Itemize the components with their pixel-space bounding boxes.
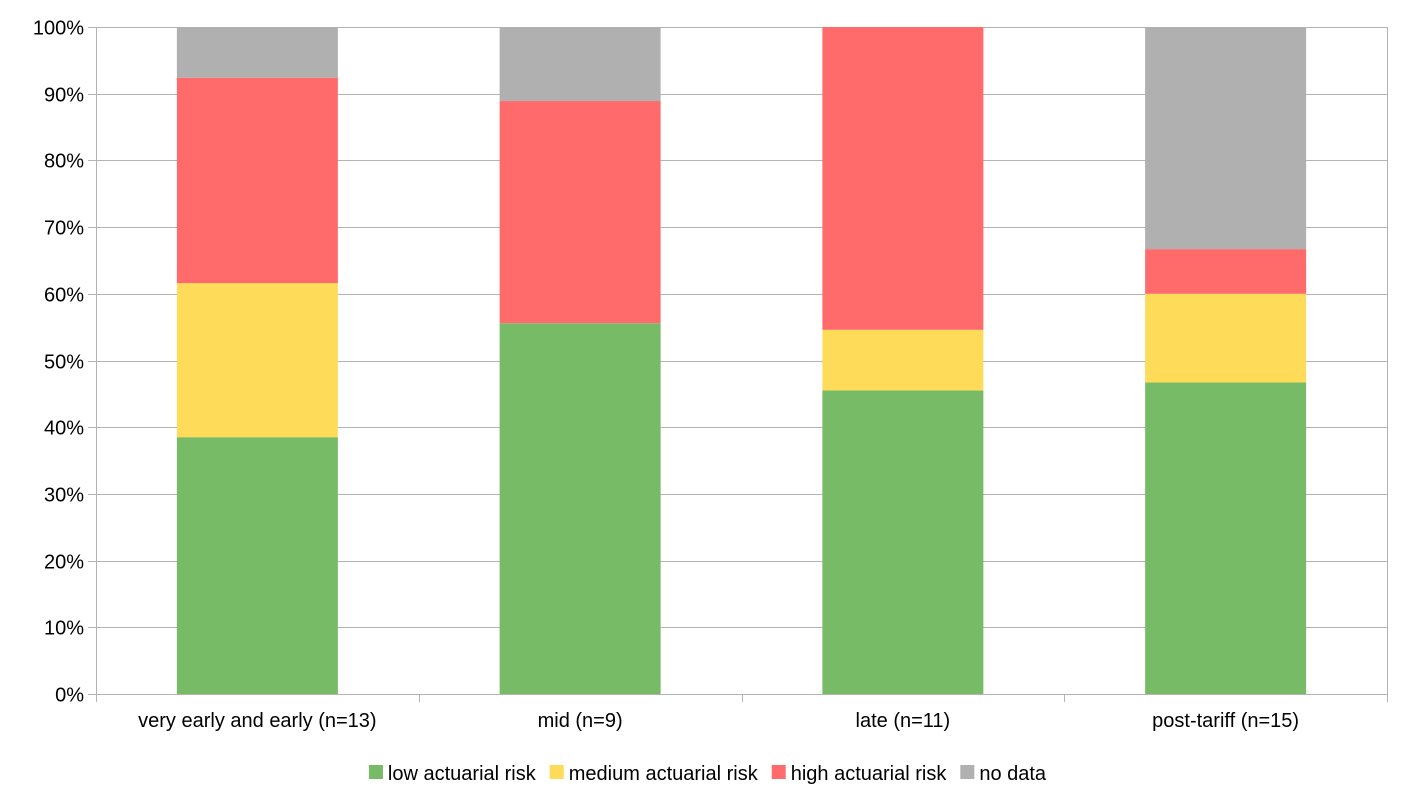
bar-segment-medium-actuarial-risk-1: [176, 283, 338, 438]
y-tick-label: 40%: [44, 418, 84, 440]
bar-segment-low-actuarial-risk-1: [176, 437, 338, 694]
bar-segment-low-actuarial-risk-4: [1145, 382, 1307, 694]
legend-item-low-actuarial-risk: low actuarial risk: [368, 763, 537, 785]
axes: 0% 10% 20% 30% 40% 50% 60% 70% 80% 90% 100% very ea…: [33, 18, 1388, 732]
x-tick-label: very early and early (n=13): [138, 710, 376, 732]
bar-segment-high-actuarial-risk-3: [822, 27, 984, 330]
legend-swatch: [960, 765, 975, 779]
bar-segment-no-data-1: [176, 27, 338, 78]
legend-swatch: [368, 765, 383, 779]
x-tick-label: mid (n=9): [538, 710, 623, 732]
legend-swatch: [771, 765, 786, 779]
x-tick-label: late (n=11): [856, 710, 951, 732]
bars: [176, 27, 1307, 694]
y-tick-label: 20%: [44, 552, 84, 574]
y-tick-label: 10%: [44, 618, 84, 640]
y-tick-label: 30%: [44, 485, 84, 507]
legend-item-high-actuarial-risk: high actuarial risk: [771, 763, 948, 785]
bar-segment-high-actuarial-risk-2: [499, 101, 661, 324]
y-tick-label: 0%: [55, 685, 84, 707]
bar-segment-low-actuarial-risk-3: [822, 390, 984, 694]
y-tick-label: 100%: [33, 18, 84, 40]
y-tick-label: 60%: [44, 285, 84, 307]
bar-segment-high-actuarial-risk-4: [1145, 249, 1307, 294]
legend-label: no data: [979, 763, 1047, 785]
y-tick-label: 80%: [44, 151, 84, 173]
legend-label: low actuarial risk: [388, 763, 537, 785]
legend-label: medium actuarial risk: [569, 763, 759, 785]
bar-segment-medium-actuarial-risk-3: [822, 329, 984, 391]
bar-segment-no-data-2: [499, 27, 661, 102]
legend-item-no-data: no data: [960, 763, 1047, 785]
y-tick-label: 50%: [44, 352, 84, 374]
legend-label: high actuarial risk: [791, 763, 948, 785]
x-tick-label: post-tariff (n=15): [1152, 710, 1299, 732]
bar-segment-medium-actuarial-risk-4: [1145, 293, 1307, 383]
legend-item-medium-actuarial-risk: medium actuarial risk: [549, 763, 759, 785]
legend-swatch: [549, 765, 564, 779]
y-tick-label: 70%: [44, 218, 84, 240]
bar-segment-no-data-4: [1145, 27, 1307, 250]
bar-segment-high-actuarial-risk-1: [176, 77, 338, 284]
y-tick-label: 90%: [44, 85, 84, 107]
legend: low actuarial risk medium actuarial risk h…: [368, 763, 1047, 785]
bar-segment-low-actuarial-risk-2: [499, 323, 661, 694]
